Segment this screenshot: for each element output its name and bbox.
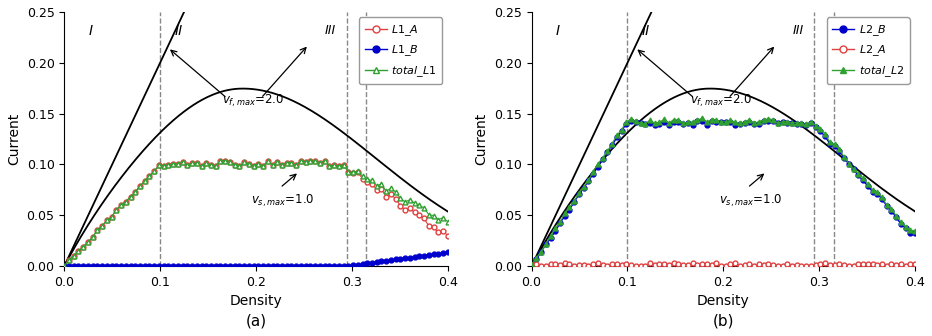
Legend: $L2\_B$, $L2\_A$, $total\_L2$: $L2\_B$, $L2\_A$, $total\_L2$ <box>827 17 910 84</box>
Text: II: II <box>642 24 651 38</box>
Y-axis label: Current: Current <box>474 113 488 165</box>
Legend: $L1\_A$, $L1\_B$, $total\_L1$: $L1\_A$, $L1\_B$, $total\_L1$ <box>359 17 442 84</box>
Text: $v_{f,max}$=2.0: $v_{f,max}$=2.0 <box>223 92 284 109</box>
Text: I: I <box>89 24 92 38</box>
Text: I: I <box>555 24 560 38</box>
Text: $v_{s,max}$=1.0: $v_{s,max}$=1.0 <box>719 193 782 209</box>
X-axis label: Density: Density <box>229 294 282 308</box>
Text: III: III <box>792 24 803 37</box>
Text: (b): (b) <box>713 313 734 328</box>
Text: $v_{s,max}$=1.0: $v_{s,max}$=1.0 <box>252 193 315 209</box>
Text: $v_{f,max}$=2.0: $v_{f,max}$=2.0 <box>690 92 752 109</box>
Text: IV: IV <box>371 24 383 37</box>
Text: II: II <box>174 24 183 38</box>
Text: (a): (a) <box>245 313 267 328</box>
Text: IV: IV <box>839 24 851 37</box>
Y-axis label: Current: Current <box>7 113 21 165</box>
Text: III: III <box>325 24 336 37</box>
X-axis label: Density: Density <box>697 294 749 308</box>
